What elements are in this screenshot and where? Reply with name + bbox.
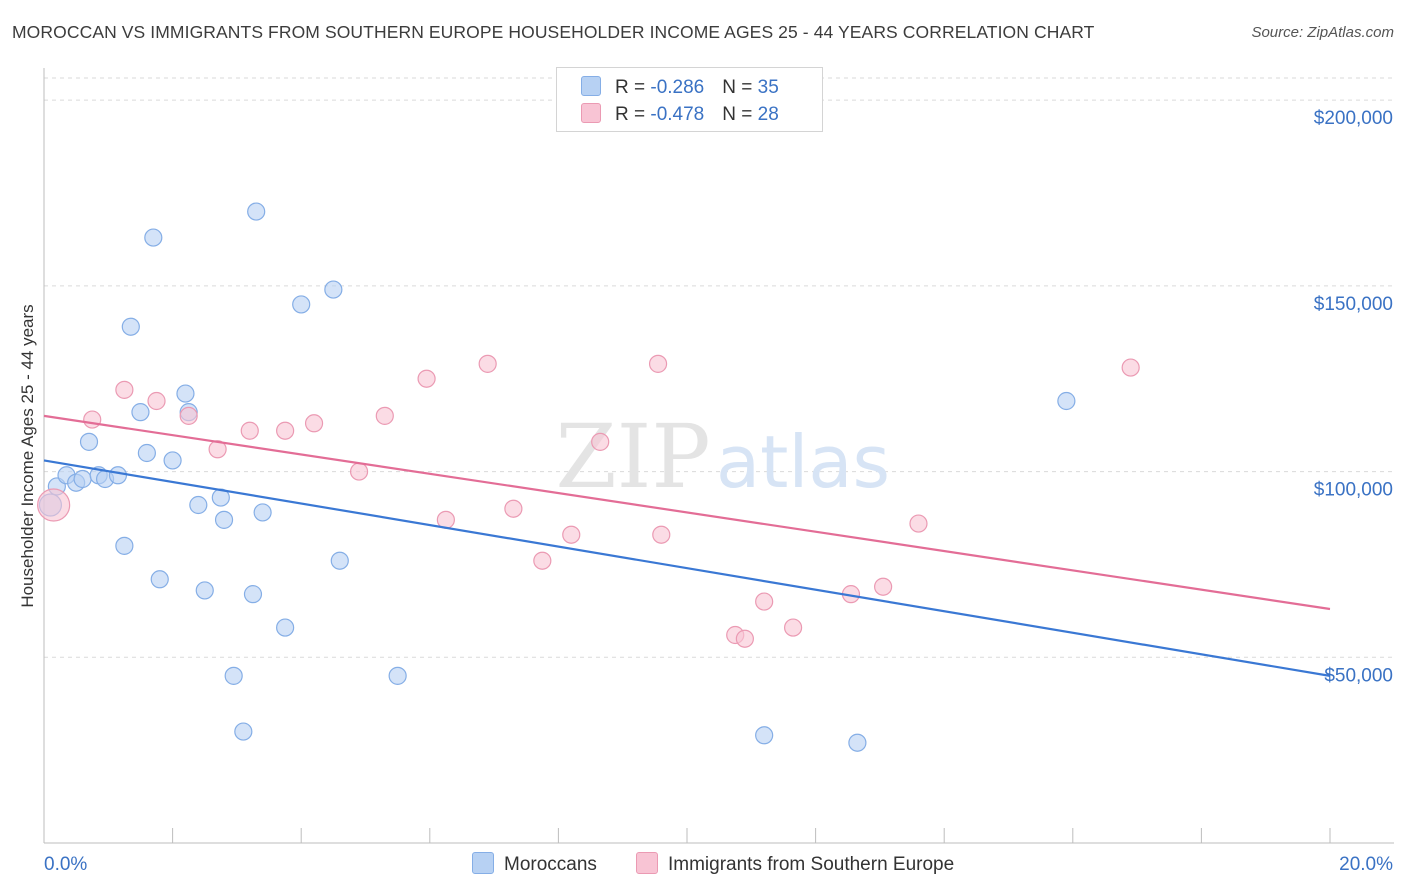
trend-layer: [43, 414, 1331, 677]
point-immigrants: [909, 514, 928, 533]
point-moroccans: [79, 432, 99, 451]
y-tick-label: $150,000: [1314, 294, 1393, 315]
point-moroccans: [108, 466, 128, 485]
legend-row-immigrants: R = -0.478 N = 28: [581, 103, 779, 125]
point-moroccans: [234, 722, 253, 741]
chart-title: MOROCCAN VS IMMIGRANTS FROM SOUTHERN EUR…: [12, 22, 1095, 42]
y-tick-label: $100,000: [1314, 480, 1393, 501]
point-moroccans: [848, 733, 867, 752]
point-moroccans: [115, 536, 134, 555]
point-moroccans: [163, 451, 182, 470]
y-tick-label: $50,000: [1324, 665, 1393, 686]
point-moroccans: [324, 280, 343, 299]
watermark-zip: ZIP: [555, 405, 710, 508]
point-immigrants: [504, 499, 523, 518]
legend-r-value: -0.478: [650, 104, 705, 125]
legend-r-label: R =: [615, 104, 651, 125]
point-immigrants: [240, 421, 259, 440]
point-moroccans: [150, 570, 169, 589]
points-layer: [37, 202, 1140, 752]
point-moroccans: [243, 585, 263, 604]
trend-line-moroccans: [43, 459, 1331, 677]
point-moroccans: [144, 228, 163, 247]
point-immigrants: [37, 488, 71, 522]
legend-n-value: 35: [757, 77, 779, 98]
point-immigrants: [417, 369, 436, 388]
point-moroccans: [330, 551, 349, 570]
source-label: Source: ZipAtlas.com: [1251, 24, 1394, 41]
point-moroccans: [195, 581, 214, 600]
axis-layer: [43, 68, 1394, 844]
point-immigrants: [304, 414, 324, 433]
legend-swatch-pink: [581, 103, 601, 123]
point-moroccans: [253, 503, 272, 522]
point-immigrants: [533, 551, 552, 570]
grid-layer: [44, 77, 1394, 658]
watermark-atlas: atlas: [716, 420, 890, 504]
y-tick-label: $200,000: [1314, 108, 1393, 129]
labels-layer: $50,000 $100,000 $150,000 $200,000 0.0% 20.0%: [44, 108, 1393, 875]
point-immigrants: [1121, 358, 1140, 377]
legend-swatch-blue: [581, 76, 601, 96]
legend-r-label: R =: [615, 77, 651, 98]
watermark: ZIP atlas: [555, 405, 890, 508]
point-moroccans: [247, 202, 266, 221]
point-moroccans: [292, 295, 311, 314]
correlation-legend: R = -0.286 N = 35 R = -0.478 N = 28: [556, 67, 823, 132]
point-immigrants: [478, 354, 497, 373]
point-moroccans: [224, 666, 243, 685]
bottom-legend-label: Moroccans: [504, 854, 597, 875]
point-immigrants: [735, 629, 754, 648]
point-moroccans: [176, 384, 195, 403]
point-moroccans: [214, 510, 234, 529]
bottom-legend-moroccans: Moroccans: [472, 852, 597, 876]
point-immigrants: [652, 525, 671, 544]
point-immigrants: [147, 391, 166, 411]
legend-row-moroccans: R = -0.286 N = 35: [581, 76, 779, 98]
legend-n-value: 28: [757, 104, 779, 125]
point-moroccans: [388, 666, 407, 685]
point-immigrants: [755, 592, 774, 611]
point-moroccans: [189, 495, 208, 515]
point-moroccans: [1057, 391, 1076, 411]
point-immigrants: [83, 410, 102, 429]
bottom-legend-label: Immigrants from Southern Europe: [668, 854, 955, 875]
bottom-legend-immigrants: Immigrants from Southern Europe: [636, 852, 954, 876]
legend-n-label: N =: [722, 77, 758, 98]
legend-r-value: -0.286: [650, 77, 705, 98]
point-immigrants: [115, 380, 134, 399]
point-immigrants: [648, 354, 668, 373]
legend-n-label: N =: [722, 104, 758, 125]
point-immigrants: [179, 406, 198, 425]
point-immigrants: [562, 525, 581, 544]
point-immigrants: [276, 421, 295, 440]
point-moroccans: [276, 618, 295, 637]
point-moroccans: [755, 726, 774, 745]
point-moroccans: [131, 403, 150, 422]
point-immigrants: [874, 577, 893, 596]
point-immigrants: [591, 432, 610, 451]
x-tick-label-max: 20.0%: [1339, 854, 1393, 875]
point-immigrants: [375, 406, 394, 425]
point-immigrants: [783, 618, 803, 637]
bottom-legend-swatch-pink: [636, 852, 658, 874]
point-immigrants: [349, 462, 369, 481]
x-tick-label-min: 0.0%: [44, 854, 87, 875]
point-moroccans: [137, 443, 156, 463]
trend-line-immigrants: [43, 414, 1331, 611]
point-moroccans: [73, 469, 92, 489]
y-axis-label: Householder Income Ages 25 - 44 years: [18, 304, 37, 608]
point-moroccans: [121, 317, 140, 336]
bottom-legend-swatch-blue: [472, 852, 494, 874]
point-immigrants: [208, 440, 227, 459]
